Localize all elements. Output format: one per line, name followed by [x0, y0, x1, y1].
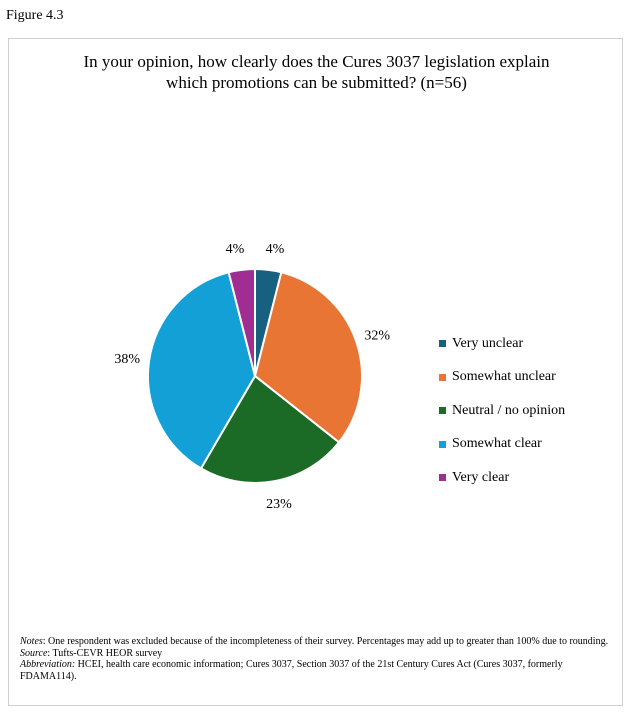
source-text: : Tufts-CEVR HEOR survey: [47, 647, 163, 659]
abbreviation-text: HCEI, health care economic information; …: [20, 659, 563, 682]
abbreviation-label: Abbreviation:: [20, 659, 76, 670]
legend-label: Very clear: [452, 469, 510, 485]
chart-frame: In your opinion, how clearly does the Cu…: [8, 38, 623, 706]
legend-label: Somewhat clear: [452, 436, 542, 452]
legend-swatch: [439, 407, 446, 415]
legend-item: Somewhat unclear: [439, 361, 565, 395]
data-label: 4%: [266, 242, 285, 257]
pie-slice-very-clear: [227, 267, 256, 377]
data-label: 32%: [364, 329, 390, 344]
data-label: 4%: [226, 242, 245, 257]
legend: Very unclear Somewhat unclear Neutral / no…: [439, 327, 565, 495]
notes-text: : One respondent was excluded because of…: [42, 636, 609, 647]
legend-item: Very clear: [439, 461, 565, 495]
notes: Notes: One respondent was excluded becau…: [20, 636, 615, 682]
legend-item: Somewhat clear: [439, 428, 565, 462]
legend-item: Very unclear: [439, 327, 565, 361]
title-line-1: In your opinion, how clearly does the Cu…: [83, 52, 550, 71]
pie-slice-somewhat-unclear: [253, 271, 363, 444]
pie-slice-somewhat-clear: [147, 271, 257, 470]
notes-label: Notes: [20, 636, 43, 647]
legend-item: Neutral / no opinion: [439, 394, 565, 428]
legend-label: Very unclear: [452, 335, 524, 351]
data-label: 23%: [266, 497, 292, 512]
legend-label: Somewhat unclear: [452, 369, 556, 385]
source-label: Source: [20, 647, 48, 659]
legend-swatch: [439, 440, 446, 448]
pie-slice-neutral-no-opinion: [199, 374, 341, 484]
legend-swatch: [439, 474, 446, 482]
title-line-2: which promotions can be submitted? (n=56…: [166, 73, 467, 92]
figure-label: Figure 4.3: [6, 8, 64, 23]
pie-chart: 4% 32% 23% 38% 4%: [114, 242, 390, 512]
legend-swatch: [439, 373, 446, 381]
data-label: 38%: [114, 352, 140, 367]
legend-label: Neutral / no opinion: [452, 402, 566, 418]
legend-swatch: [439, 340, 446, 348]
chart-title: In your opinion, how clearly does the Cu…: [9, 51, 624, 93]
